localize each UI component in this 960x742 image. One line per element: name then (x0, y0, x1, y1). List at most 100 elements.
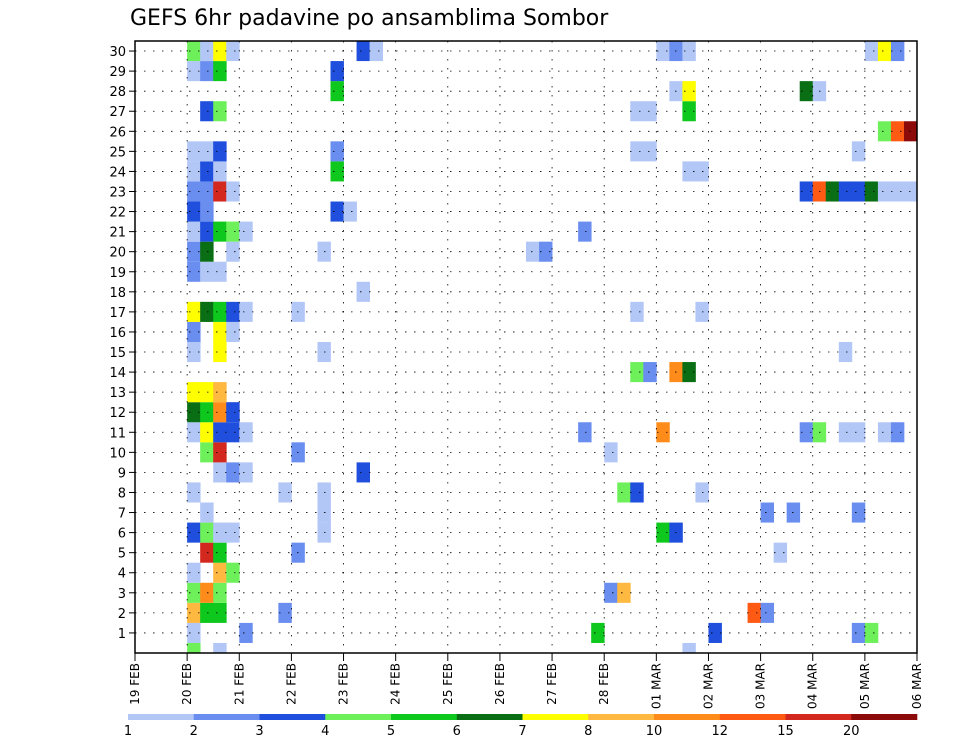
cell-m3-t36 (604, 582, 618, 603)
y-tick-label: 1 (118, 627, 126, 642)
cell-m4-t6 (213, 562, 227, 583)
colorbar-label: 1 (124, 724, 132, 739)
y-tick-label: 28 (109, 85, 126, 100)
cell-m19-t5 (200, 261, 214, 282)
x-tick-label: 20 FEB (180, 663, 194, 705)
colorbar-label: 7 (518, 724, 526, 739)
cell-m3-t37 (617, 582, 631, 603)
cell-m11-t40 (656, 422, 670, 443)
colorbar-label: 2 (190, 724, 198, 739)
cell-m2-t5 (200, 602, 214, 623)
cell-m20-t31 (539, 241, 553, 262)
cell-m18-t17 (356, 281, 370, 302)
cell-m8-t4 (187, 482, 201, 503)
cell-m7-t55 (851, 502, 866, 523)
cell-m23-t54 (838, 181, 853, 202)
y-tick-label: 11 (109, 426, 126, 441)
x-tick-label: 26 FEB (493, 663, 507, 705)
cell-m28-t51 (799, 81, 814, 102)
cell-m23-t53 (825, 181, 840, 202)
x-tick-label: 28 FEB (597, 663, 611, 705)
cell-m0-t4 (187, 642, 201, 653)
cell-m10-t36 (604, 442, 618, 463)
cell-m30-t18 (369, 41, 384, 62)
y-tick-label: 3 (118, 587, 126, 602)
colorbar-segment (128, 714, 195, 720)
cell-m23-t7 (226, 181, 240, 202)
cell-m2-t47 (747, 602, 761, 623)
cell-m17-t5 (200, 301, 214, 322)
cell-m11-t34 (578, 422, 592, 443)
cell-m24-t4 (187, 161, 201, 182)
cell-m27-t5 (200, 101, 214, 122)
x-tick-label: 19 FEB (128, 663, 142, 705)
cell-m14-t42 (682, 362, 696, 383)
cell-m7-t5 (200, 502, 214, 523)
cell-m26-t59 (903, 121, 918, 142)
colorbar-label: 6 (453, 724, 461, 739)
cell-m21-t7 (226, 221, 240, 242)
x-tick-label: 22 FEB (284, 663, 298, 705)
y-tick-label: 2 (118, 607, 126, 622)
y-tick-label: 8 (118, 486, 126, 501)
colorbar-segment (719, 714, 786, 720)
cell-m11-t7 (226, 422, 240, 443)
cell-m29-t6 (213, 61, 227, 82)
cell-m12-t6 (213, 402, 227, 423)
cell-m11-t4 (187, 422, 201, 443)
cell-m6-t6 (213, 522, 227, 543)
cell-m11-t51 (799, 422, 814, 443)
cell-m25-t38 (630, 141, 644, 162)
cell-m6-t4 (187, 522, 201, 543)
cell-m2-t4 (187, 602, 201, 623)
cell-m21-t5 (200, 221, 214, 242)
y-tick-label: 27 (109, 105, 126, 120)
colorbar-segment (785, 714, 852, 720)
y-tick-label: 18 (109, 286, 126, 301)
cell-m30-t42 (682, 41, 696, 62)
cell-m13-t6 (213, 382, 227, 403)
cell-m24-t5 (200, 161, 214, 182)
x-tick-label: 04 MAR (806, 663, 820, 709)
cell-m9-t6 (213, 462, 227, 483)
cell-m11-t54 (838, 422, 853, 443)
cell-m23-t5 (200, 181, 214, 202)
cell-m5-t5 (200, 542, 214, 563)
cell-m20-t30 (526, 241, 540, 262)
cell-m0-t42 (682, 642, 696, 653)
cell-m20-t5 (200, 241, 214, 262)
cell-m13-t5 (200, 382, 214, 403)
colorbar-label: 12 (711, 724, 728, 739)
cell-m13-t4 (187, 382, 201, 403)
cell-m30-t56 (864, 41, 879, 62)
cell-m23-t51 (799, 181, 814, 202)
cell-m11-t58 (890, 422, 905, 443)
cell-m25-t39 (643, 141, 657, 162)
cell-m8-t11 (278, 482, 292, 503)
cell-m22-t16 (343, 201, 357, 222)
cell-m23-t58 (890, 181, 905, 202)
cell-m6-t5 (200, 522, 214, 543)
cell-m25-t15 (330, 141, 344, 162)
cell-m9-t17 (356, 462, 370, 483)
cell-m23-t55 (851, 181, 866, 202)
cell-m29-t15 (330, 61, 344, 82)
y-axis: 1234567891011121314151617181920212223242… (109, 45, 135, 642)
cell-m1-t56 (864, 622, 879, 643)
cell-m30-t58 (890, 41, 905, 62)
cell-m17-t7 (226, 301, 240, 322)
cell-m27-t39 (643, 101, 657, 122)
x-tick-label: 06 MAR (910, 663, 924, 709)
cell-m7-t48 (760, 502, 775, 523)
cell-m16-t4 (187, 321, 201, 342)
cell-m6-t7 (226, 522, 240, 543)
cell-m16-t7 (226, 321, 240, 342)
y-tick-label: 13 (109, 386, 126, 401)
cell-m17-t38 (630, 301, 644, 322)
cell-m27-t42 (682, 101, 696, 122)
y-tick-label: 4 (118, 567, 126, 582)
cell-m24-t15 (330, 161, 344, 182)
cell-m12-t4 (187, 402, 201, 423)
cell-m1-t44 (708, 622, 722, 643)
